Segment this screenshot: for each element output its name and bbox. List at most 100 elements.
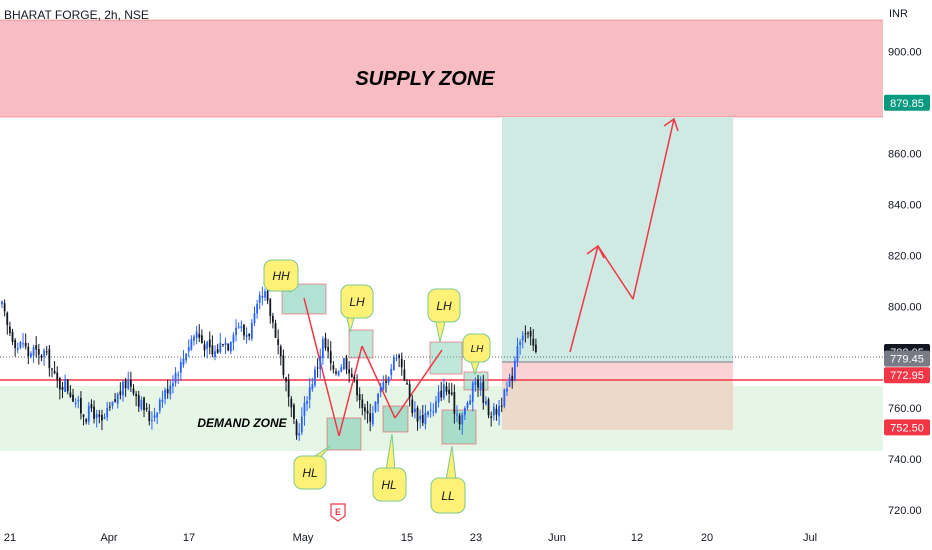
candle-body	[77, 399, 80, 402]
candle-body	[392, 357, 395, 370]
candle-body	[140, 399, 143, 410]
price-badge	[884, 367, 930, 384]
candle-body	[153, 415, 156, 418]
candle-body	[511, 375, 514, 381]
candle-body	[361, 399, 364, 409]
candle-body	[337, 371, 340, 376]
candle-body	[479, 383, 482, 390]
candle-body	[53, 370, 56, 374]
candle-body	[214, 351, 216, 357]
candle-body	[390, 368, 393, 376]
candle-body	[111, 401, 114, 407]
swing-box	[441, 409, 477, 445]
candle-body	[129, 380, 132, 387]
price-badge	[884, 94, 930, 111]
candle-body	[298, 433, 301, 436]
time-tick-label: Apr	[100, 532, 117, 544]
candle-body	[48, 349, 51, 369]
price-tick-label: 740.00	[888, 454, 922, 466]
candle-body	[119, 391, 122, 395]
candle-body	[261, 295, 264, 298]
time-tick-label: 20	[701, 532, 713, 544]
supply-zone-label: SUPPLY ZONE	[355, 68, 495, 90]
candle-body	[471, 383, 474, 403]
candle-body	[174, 372, 177, 384]
swing-box	[429, 341, 463, 375]
candle-body	[30, 353, 32, 357]
candle-body	[82, 414, 85, 417]
candle-body	[219, 342, 222, 353]
candle-body	[108, 406, 111, 408]
candle-body	[356, 380, 358, 396]
candle-body	[274, 323, 277, 338]
candle-body	[56, 372, 59, 380]
price-tick-label: 800.00	[888, 301, 922, 313]
candle-body	[122, 381, 124, 396]
price-badge-label: 772.95	[890, 370, 924, 382]
candle-body	[285, 377, 287, 382]
candle-body	[385, 381, 387, 383]
callout-label: LL	[441, 489, 454, 503]
candle-body	[269, 299, 272, 317]
candle-body	[161, 399, 164, 403]
candle-body	[332, 365, 335, 370]
candle-body	[374, 401, 377, 412]
candle-body	[387, 376, 390, 383]
candle-body	[6, 312, 9, 326]
candle-body	[27, 346, 30, 357]
candle-body	[93, 406, 95, 419]
candle-body	[524, 333, 527, 335]
target-zone	[502, 117, 733, 362]
candle-body	[348, 369, 351, 374]
candle-body	[461, 414, 464, 425]
candle-body	[45, 351, 48, 353]
candle-body	[466, 402, 469, 409]
swing-box	[463, 371, 489, 391]
candle-body	[498, 406, 500, 417]
candle-body	[203, 344, 206, 351]
supply-zone	[0, 20, 883, 117]
candle-body	[19, 341, 22, 348]
candle-body	[85, 419, 88, 422]
callout-label: HL	[381, 478, 396, 492]
candle-body	[490, 416, 493, 418]
candle-body	[224, 342, 227, 345]
candle-body	[300, 416, 303, 433]
candle-body	[1, 301, 3, 305]
candle-body	[458, 415, 461, 425]
candle-body	[243, 324, 245, 336]
price-badge	[884, 350, 930, 367]
candle-body	[440, 390, 443, 398]
candle-body	[193, 336, 195, 341]
symbol-title[interactable]: BHARAT FORGE, 2h, NSE	[4, 8, 149, 22]
candle-body	[80, 397, 82, 414]
candle-body	[503, 389, 506, 407]
swing-line	[303, 297, 340, 437]
candle-body	[256, 303, 259, 314]
candle-body	[169, 385, 172, 395]
candle-body	[64, 378, 67, 393]
candle-body	[187, 347, 190, 352]
candle-body	[395, 357, 398, 359]
callout-label: LH	[436, 299, 452, 313]
stop-zone-lower	[502, 380, 733, 430]
candle-body	[321, 339, 324, 359]
candle-body	[14, 339, 17, 348]
earnings-marker[interactable]: E	[330, 503, 346, 522]
callout-label: LH	[471, 344, 485, 355]
candle-body	[16, 348, 19, 350]
candle-body	[127, 379, 130, 389]
candle-body	[414, 408, 416, 413]
candle-body	[179, 362, 182, 373]
callout-lh-3: LH	[462, 333, 491, 376]
price-axis[interactable]: 720.00740.00760.00780.00800.00820.00840.…	[888, 46, 922, 517]
candle-body	[408, 383, 411, 398]
candle-body	[248, 333, 251, 337]
time-axis[interactable]: 21 Apr 17 May 15 23 Jun 12 20 Jul	[4, 532, 817, 544]
candle-body	[500, 405, 503, 407]
candle-body	[114, 399, 116, 402]
projection-arrow	[569, 118, 675, 353]
candle-body	[61, 386, 64, 390]
